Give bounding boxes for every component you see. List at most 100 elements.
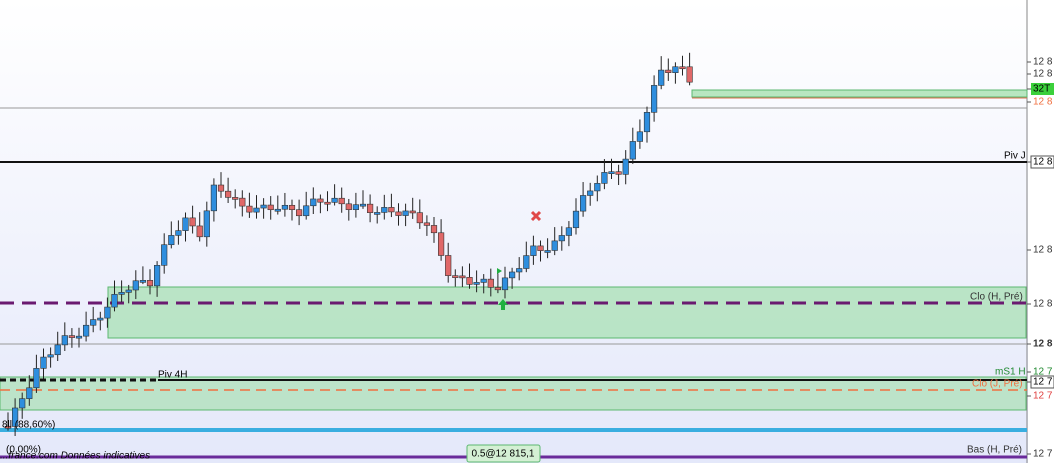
candle-body [665,69,672,73]
candle-body [26,387,33,399]
candle-body [508,271,516,279]
price-label: 32T [1033,84,1050,95]
candle-body [452,275,459,278]
candle-body [232,197,239,200]
candle-body [175,230,182,236]
candle-body [132,280,139,291]
candle-body [466,277,473,285]
price-tag [1031,83,1054,95]
price-label: 12 8 [1033,245,1053,256]
price-tag [1031,390,1054,402]
candle-body [274,208,281,212]
candle-body [4,425,12,429]
candle-body [111,294,118,308]
candle-body [579,195,587,212]
candle-body [310,198,317,207]
candle-body [516,268,523,273]
price-label: 12 8 [1033,157,1053,168]
source-note: ...france.com Données indicatives [0,451,150,462]
level-label: Bas (H, Pré) [967,445,1022,456]
candle-body [537,245,544,251]
candle-body [83,324,90,337]
candle-body [395,211,402,216]
candles [4,52,693,437]
candle-body [374,212,381,215]
candle-body [381,207,388,213]
candle-body [146,280,154,287]
candle-body [409,210,416,214]
candle-body [558,235,565,242]
candle-body [430,225,438,234]
level-label: Clo (J, Pré) [972,379,1023,390]
candle-body [565,227,572,236]
candle-body [402,210,409,216]
candle-body [75,335,83,339]
price-label: 12 8 [1033,69,1053,80]
candle-body [601,172,608,184]
price-tag [1031,96,1054,108]
candle-body [210,184,218,212]
price-label: 12 8 [1033,57,1053,68]
candle-body [388,207,395,213]
candle-body [154,265,161,287]
candle-body [437,232,445,256]
candle-body [594,183,601,192]
level-label: Piv J [1004,151,1026,162]
candle-body [97,317,104,321]
candle-body [572,210,580,229]
candle-body [530,245,537,256]
price-label: 12 8 [1033,97,1053,108]
candle-body [324,201,331,205]
candle-body [615,171,622,175]
candle-body [118,292,125,295]
candle-body [317,198,324,203]
candle-body [338,197,345,205]
candle-body [650,85,658,113]
candle-body [445,255,452,276]
candle-body [281,204,289,210]
candle-body [54,344,61,356]
candle-body [239,197,246,207]
candle-body [104,306,111,319]
candle-body [629,141,636,160]
candle-body [295,209,303,217]
candle-body [352,204,360,210]
candle-body [622,158,629,175]
candle-body [473,282,480,285]
price-label: 12 8 [1033,339,1053,350]
candle-body [125,289,132,293]
candle-body [494,287,502,291]
candle-body [643,112,651,133]
signal [497,268,502,274]
candle-body [203,210,210,238]
candle-body [636,131,643,142]
candle-body [68,335,75,338]
candle-body [501,277,509,291]
candle-body [331,197,338,203]
annotation: (0,00%) [6,445,41,456]
candle-body [189,217,196,227]
candle-body [359,203,367,207]
candle-body [551,240,558,251]
candle-body [90,319,97,326]
candle-body [182,217,189,231]
candle-body [658,69,665,86]
order-label[interactable]: 0.5@12 815,1 [472,449,535,460]
candle-body [423,222,431,226]
price-label: 12 7 [1033,449,1053,460]
level-label: Piv 4H [158,370,187,381]
candle-body [246,205,253,213]
candle-body [487,278,494,288]
candle-body [260,204,267,209]
level-label: mS1 H [995,367,1026,378]
candle-body [33,368,40,389]
order-box[interactable] [466,444,541,463]
sell-signal [530,210,542,222]
candle-body [587,190,594,196]
candle-body [168,235,175,246]
candle-body [544,250,551,253]
candle-body [303,205,310,217]
candle-body [480,278,487,283]
